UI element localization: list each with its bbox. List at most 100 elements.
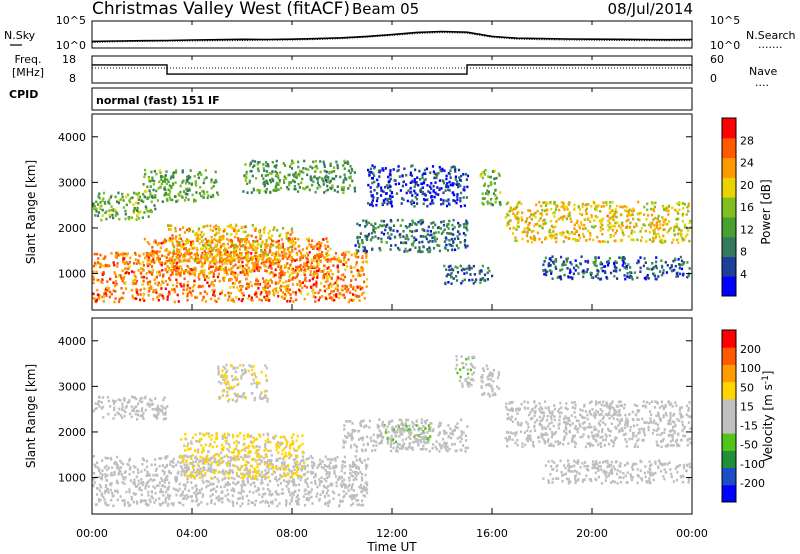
y-tick-label-3: 4000 [58, 335, 86, 348]
velocity-region-7 [542, 459, 692, 485]
power-region-0 [92, 250, 369, 304]
colorbar-swatch-8 [722, 118, 736, 139]
velocity-heatmap [92, 355, 692, 508]
y-tick-label-1: 2000 [58, 222, 86, 235]
power-colorbar-label: Power [dB] [759, 179, 773, 244]
power-region-9 [504, 200, 692, 245]
x-axis-label: Time UT [366, 540, 417, 554]
cpid-text: normal (fast) 151 IF [96, 94, 220, 107]
colorbar-swatch-1 [722, 256, 736, 277]
colorbar-tick-6: 28 [740, 134, 754, 147]
freq-panel-frame [91, 55, 693, 84]
colorbar-swatch-0 [722, 276, 736, 297]
noise-series-search [91, 32, 693, 43]
colorbar-swatch-5 [722, 177, 736, 198]
noise-right-label: N.Search [746, 29, 796, 42]
velocity-y-label: Slant Range [km] [24, 364, 38, 468]
colorbar-swatch-4 [722, 197, 736, 218]
power-region-8 [479, 169, 502, 207]
y-tick-label-0: 1000 [58, 472, 86, 485]
freq-right-label: Nave [749, 65, 777, 78]
colorbar-swatch-1 [722, 467, 736, 486]
noise-right-tick-bottom: 10^0 [710, 39, 740, 52]
colorbar-tick-2: 50 [740, 381, 754, 394]
power-region-4 [142, 168, 220, 204]
velocity-region-9 [454, 355, 476, 388]
colorbar-swatch-0 [722, 484, 736, 503]
y-tick-label-2: 3000 [58, 380, 86, 393]
beam-label: Beam 05 [352, 0, 419, 18]
colorbar-swatch-5 [722, 398, 736, 417]
colorbar-swatch-8 [722, 347, 736, 365]
velocity-region-1 [179, 432, 307, 481]
noise-right-marker: ....... [758, 38, 782, 51]
power-region-6 [354, 218, 469, 254]
colorbar-tick-3: 15 [740, 400, 754, 413]
colorbar-tick-0: 4 [740, 268, 747, 281]
freq-left-tick-bottom: 8 [69, 72, 76, 85]
power-colorbar: 4 8 12 16 20 24 28 [721, 117, 754, 297]
power-y-axis: 1000 2000 3000 4000 [58, 131, 692, 281]
colorbar-tick-3: 16 [740, 201, 754, 214]
colorbar-swatch-2 [722, 236, 736, 257]
colorbar-tick-4: 20 [740, 179, 754, 192]
x-tick-label-0: 00:00 [76, 527, 108, 540]
x-tick-label-3: 12:00 [376, 527, 408, 540]
colorbar-swatch-9 [722, 330, 736, 348]
power-region-11 [443, 264, 494, 286]
noise-left-tick-top: 10^5 [56, 14, 86, 27]
colorbar-tick-7: -200 [740, 477, 765, 490]
freq-left-label-2: [MHz] [12, 66, 44, 79]
colorbar-swatch-3 [722, 216, 736, 238]
power-region-3 [92, 191, 157, 222]
power-region-7 [367, 164, 470, 208]
noise-left-tick-bottom: 10^0 [56, 39, 86, 52]
velocity-region-3 [217, 363, 269, 403]
velocity-region-6 [504, 400, 692, 449]
colorbar-tick-4: -15 [740, 420, 758, 433]
y-tick-label-3: 4000 [58, 131, 86, 144]
x-tick-label-4: 16:00 [476, 527, 508, 540]
noise-left-label: N.Sky [4, 29, 36, 42]
cpid-label: CPID [9, 88, 38, 101]
colorbar-swatch-2 [722, 450, 736, 469]
velocity-colorbar-label: Velocity [m s-1] [761, 371, 775, 462]
colorbar-frame [721, 117, 737, 297]
noise-series-sky [91, 30, 693, 43]
time-axis: 00:00 04:00 08:00 12:00 16:00 20:00 00:00 [76, 21, 708, 540]
colorbar-swatch-6 [722, 157, 736, 178]
colorbar-swatch-7 [722, 137, 736, 159]
freq-lines [92, 64, 692, 75]
noise-lines [91, 30, 693, 43]
y-tick-label-0: 1000 [58, 268, 86, 281]
velocity-region-2 [92, 395, 169, 421]
x-tick-label-5: 20:00 [576, 527, 608, 540]
x-tick-label-2: 08:00 [276, 527, 308, 540]
velocity-colorbar: 200 100 50 15 -15 -50 -100 -200 [721, 329, 765, 503]
y-tick-label-2: 3000 [58, 176, 86, 189]
velocity-region-0 [92, 454, 370, 508]
x-tick-label-6: 00:00 [676, 527, 708, 540]
power-heatmap [92, 159, 692, 304]
colorbar-tick-5: 24 [740, 157, 754, 170]
velocity-region-4 [342, 418, 469, 453]
power-region-5 [242, 159, 357, 194]
colorbar-swatch-4 [722, 416, 736, 434]
freq-series [92, 64, 692, 75]
freq-left-tick-top: 18 [62, 53, 76, 66]
power-y-label: Slant Range [km] [24, 160, 38, 264]
velocity-region-8 [480, 364, 501, 398]
colorbar-tick-1: 100 [740, 362, 761, 375]
colorbar-swatch-6 [722, 381, 736, 400]
freq-left-label-1: Freq. [14, 53, 41, 66]
noise-right-tick-top: 10^5 [710, 14, 740, 27]
power-panel-frame [91, 113, 693, 311]
colorbar-frame [721, 329, 737, 503]
power-region-1 [142, 237, 332, 277]
date-label: 08/Jul/2014 [608, 0, 693, 18]
colorbar-tick-6: -100 [740, 458, 765, 471]
colorbar-tick-2: 12 [740, 223, 754, 236]
colorbar-tick-0: 200 [740, 343, 761, 356]
y-tick-label-1: 2000 [58, 426, 86, 439]
